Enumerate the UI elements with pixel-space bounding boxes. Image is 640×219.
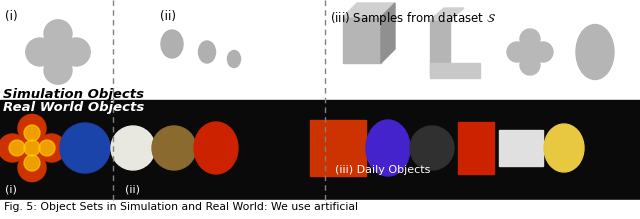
Bar xyxy=(430,63,480,78)
Circle shape xyxy=(0,134,26,162)
Polygon shape xyxy=(381,3,395,63)
Circle shape xyxy=(24,125,40,141)
Circle shape xyxy=(44,20,72,48)
Circle shape xyxy=(18,154,46,182)
Circle shape xyxy=(44,38,72,66)
Ellipse shape xyxy=(576,25,614,79)
Ellipse shape xyxy=(544,124,584,172)
Circle shape xyxy=(18,114,46,142)
Ellipse shape xyxy=(161,30,183,58)
Circle shape xyxy=(26,38,54,66)
Circle shape xyxy=(533,42,553,62)
Circle shape xyxy=(18,134,46,162)
Circle shape xyxy=(520,55,540,75)
Circle shape xyxy=(410,126,454,170)
Text: (ii): (ii) xyxy=(160,10,176,23)
Text: (iii) Daily Objects: (iii) Daily Objects xyxy=(335,165,430,175)
Circle shape xyxy=(38,134,65,162)
Circle shape xyxy=(520,42,540,62)
Text: Real World Objects: Real World Objects xyxy=(3,101,144,114)
Text: Simulation Objects: Simulation Objects xyxy=(3,88,144,101)
Circle shape xyxy=(44,56,72,84)
Circle shape xyxy=(62,38,90,66)
Ellipse shape xyxy=(227,51,241,67)
Circle shape xyxy=(520,29,540,49)
Circle shape xyxy=(507,42,527,62)
Text: (i): (i) xyxy=(5,10,18,23)
Circle shape xyxy=(60,123,110,173)
Circle shape xyxy=(152,126,196,170)
Text: Fig. 5: Object Sets in Simulation and Real World: We use artificial: Fig. 5: Object Sets in Simulation and Re… xyxy=(4,202,358,212)
Bar xyxy=(0,100,640,200)
Bar xyxy=(499,130,543,166)
Circle shape xyxy=(39,140,55,156)
Ellipse shape xyxy=(194,122,238,174)
Text: (ii): (ii) xyxy=(125,185,140,195)
Bar xyxy=(458,122,494,174)
Bar xyxy=(310,120,366,176)
FancyBboxPatch shape xyxy=(343,17,381,63)
Circle shape xyxy=(9,140,25,156)
Ellipse shape xyxy=(366,120,410,176)
Ellipse shape xyxy=(198,41,216,63)
Text: (i): (i) xyxy=(5,185,17,195)
Circle shape xyxy=(24,155,40,171)
Text: (iii) Samples from dataset $\mathcal{S}$: (iii) Samples from dataset $\mathcal{S}$ xyxy=(330,10,496,27)
Bar xyxy=(0,200,640,219)
Bar xyxy=(0,0,640,100)
Circle shape xyxy=(24,140,40,156)
Polygon shape xyxy=(343,3,395,17)
Bar xyxy=(430,20,450,75)
Circle shape xyxy=(111,126,155,170)
Polygon shape xyxy=(430,8,464,20)
